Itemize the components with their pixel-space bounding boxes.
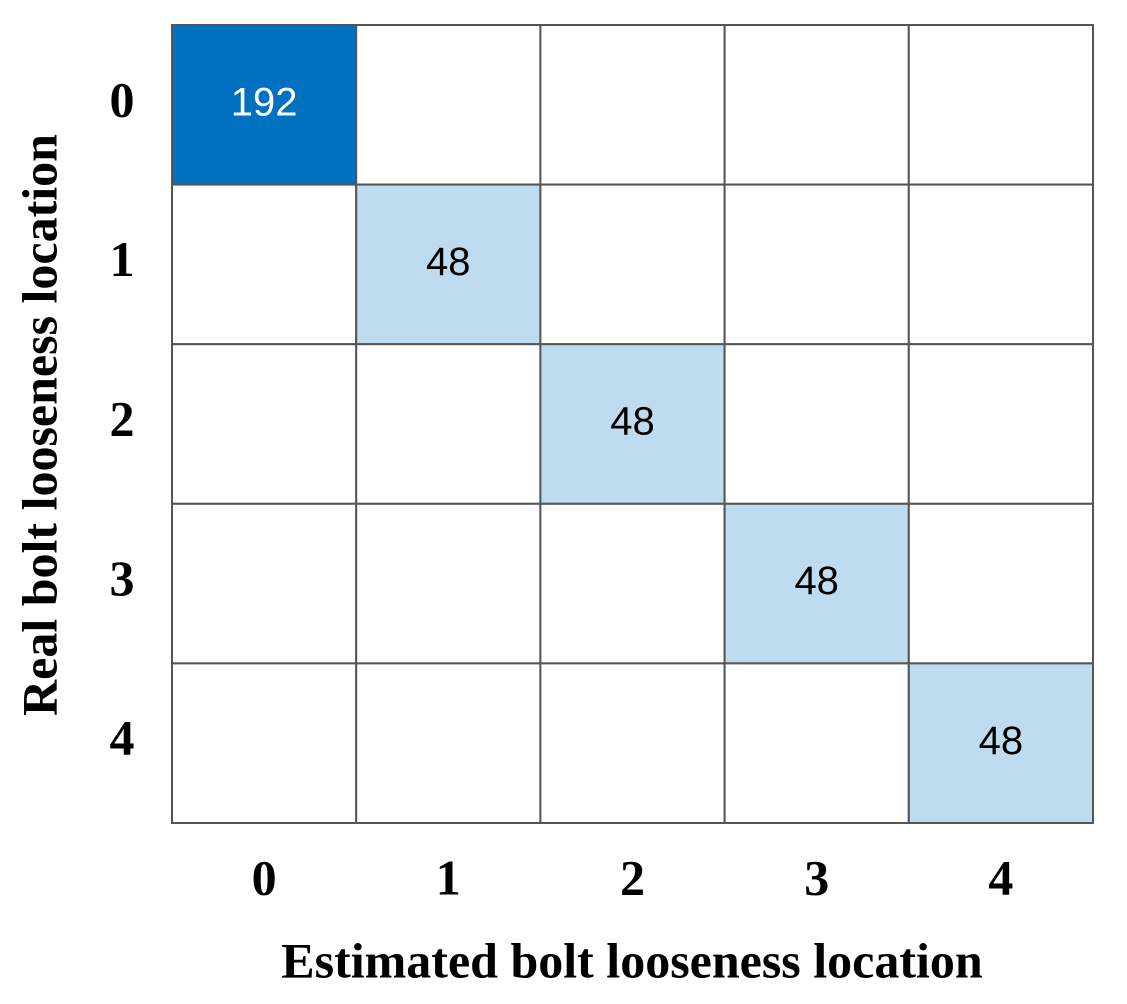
cell	[907, 502, 1094, 665]
y-tick-label: 1	[110, 231, 135, 287]
cell	[355, 502, 542, 665]
cell-label: 48	[426, 240, 471, 284]
x-tick-label: 0	[252, 849, 277, 905]
y-tick-label: 0	[110, 71, 135, 127]
y-tick-label: 2	[110, 390, 135, 446]
cell	[539, 502, 726, 665]
cell	[723, 662, 910, 825]
cell-label: 48	[610, 400, 655, 444]
cell	[907, 343, 1094, 505]
cell	[171, 24, 358, 186]
y-axis-title: Real bolt looseness location	[11, 134, 67, 716]
cell	[171, 343, 358, 505]
cell	[355, 24, 542, 186]
y-tick-label: 3	[110, 550, 135, 606]
cell	[907, 183, 1094, 346]
cell	[723, 343, 910, 505]
cell	[723, 24, 910, 186]
cell	[171, 183, 358, 346]
x-axis-title: Estimated bolt looseness location	[281, 932, 983, 988]
cell	[355, 183, 542, 346]
cell	[539, 24, 726, 186]
cell	[171, 502, 358, 665]
cell	[539, 343, 726, 505]
cell-label: 48	[979, 719, 1024, 763]
cell	[723, 502, 910, 665]
cell	[723, 183, 910, 346]
cell	[907, 24, 1094, 186]
cell	[539, 662, 726, 825]
cell	[171, 662, 358, 825]
cell	[539, 183, 726, 346]
y-tick-label: 4	[110, 710, 135, 766]
x-tick-label: 3	[804, 849, 829, 905]
x-tick-label: 1	[436, 849, 461, 905]
cell	[907, 662, 1094, 825]
cell	[355, 343, 542, 505]
cell	[355, 662, 542, 825]
cell-label: 192	[231, 80, 298, 124]
cell-label: 48	[794, 559, 839, 603]
x-tick-label: 4	[988, 849, 1013, 905]
x-tick-label: 2	[620, 849, 645, 905]
